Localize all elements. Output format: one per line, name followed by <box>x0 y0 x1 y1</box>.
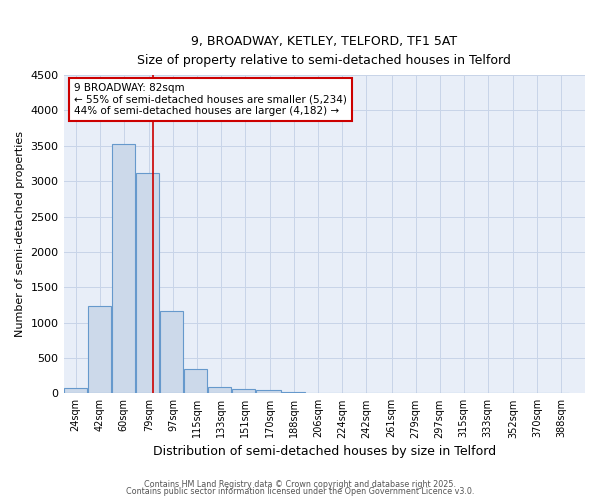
Bar <box>136 174 160 394</box>
Y-axis label: Number of semi-detached properties: Number of semi-detached properties <box>15 131 25 337</box>
Bar <box>256 390 281 394</box>
Title: 9, BROADWAY, KETLEY, TELFORD, TF1 5AT
Size of property relative to semi-detached: 9, BROADWAY, KETLEY, TELFORD, TF1 5AT Si… <box>137 35 511 67</box>
Text: 9 BROADWAY: 82sqm
← 55% of semi-detached houses are smaller (5,234)
44% of semi-: 9 BROADWAY: 82sqm ← 55% of semi-detached… <box>74 83 347 116</box>
Bar <box>64 388 88 394</box>
Bar <box>160 310 184 394</box>
Bar <box>232 390 256 394</box>
Bar <box>184 370 208 394</box>
Bar <box>281 392 305 394</box>
Text: Contains public sector information licensed under the Open Government Licence v3: Contains public sector information licen… <box>126 487 474 496</box>
Bar <box>88 306 112 394</box>
Text: Contains HM Land Registry data © Crown copyright and database right 2025.: Contains HM Land Registry data © Crown c… <box>144 480 456 489</box>
Bar <box>208 386 232 394</box>
X-axis label: Distribution of semi-detached houses by size in Telford: Distribution of semi-detached houses by … <box>153 444 496 458</box>
Bar <box>112 144 136 394</box>
